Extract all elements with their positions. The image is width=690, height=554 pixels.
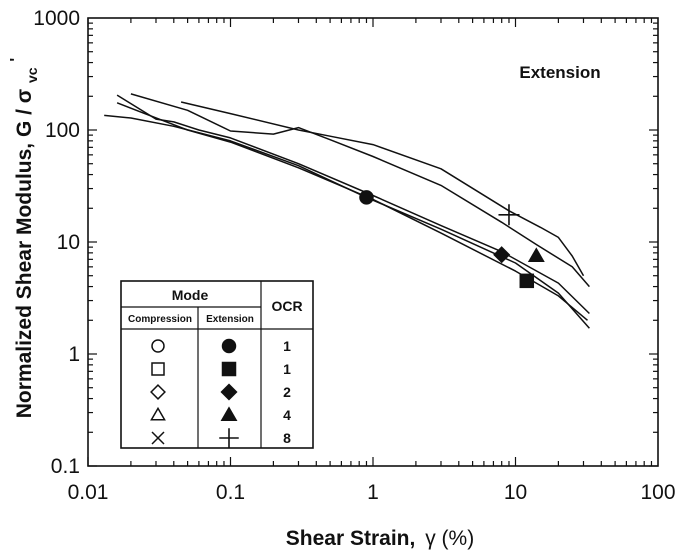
series-marker-filled-triangle xyxy=(527,247,545,262)
legend: Mode Compression Extension OCR 1 1 2 4 8 xyxy=(120,280,314,449)
y-axis-title-sub: vc xyxy=(24,67,40,83)
y-axis-title-sup: ' xyxy=(8,58,25,62)
series-line-filled-triangle xyxy=(130,93,590,288)
legend-ocr-value: 1 xyxy=(283,361,291,377)
series-markers xyxy=(359,190,545,289)
y-tick-label: 0.1 xyxy=(51,455,80,478)
y-tick-label: 10 xyxy=(57,231,80,254)
x-axis-title-text: Shear Strain, xyxy=(286,527,416,550)
annotation-extension: Extension xyxy=(519,63,600,82)
legend-compression-x-cross xyxy=(151,431,165,445)
legend-compression-open-square xyxy=(151,362,165,376)
legend-ocr-header: OCR xyxy=(271,298,302,314)
legend-compression-header: Compression xyxy=(128,314,192,325)
x-tick-labels: 0.01 0.1 1 10 100 xyxy=(68,481,676,504)
x-tick-label: 10 xyxy=(504,481,527,504)
legend-ocr-value: 2 xyxy=(283,384,291,400)
y-axis-title: Normalized Shear Modulus, G / σ vc ' xyxy=(8,58,42,419)
series-lines xyxy=(104,93,590,329)
series-marker-plus xyxy=(498,204,520,226)
series-marker-filled-circle xyxy=(359,190,374,205)
y-tick-labels: 0.1 1 10 100 1000 xyxy=(33,7,80,478)
legend-ocr-value: 1 xyxy=(283,338,291,354)
x-tick-label: 0.1 xyxy=(216,481,245,504)
series-marker-filled-square xyxy=(519,273,535,289)
x-tick-label: 100 xyxy=(640,481,675,504)
series-line-filled-square xyxy=(116,102,588,321)
y-tick-label: 1000 xyxy=(33,7,80,30)
y-tick-marks xyxy=(88,22,658,467)
legend-ocr-value: 8 xyxy=(283,430,291,446)
legend-compression-open-diamond xyxy=(150,384,166,400)
x-axis-title-symbol: γ (%) xyxy=(425,527,474,550)
y-tick-label: 100 xyxy=(45,119,80,142)
legend-extension-filled-triangle xyxy=(220,406,238,421)
legend-extension-filled-circle xyxy=(221,338,237,354)
x-tick-label: 1 xyxy=(367,481,379,504)
series-marker-filled-diamond xyxy=(493,246,511,264)
legend-extension-filled-square xyxy=(221,361,237,377)
x-axis-title: Shear Strain, γ (%) xyxy=(286,527,474,550)
legend-rows: 1 1 2 4 8 xyxy=(150,338,291,448)
legend-extension-filled-diamond xyxy=(220,383,238,401)
legend-extension-plus xyxy=(219,428,239,448)
y-tick-label: 1 xyxy=(68,343,80,366)
legend-ocr-value: 4 xyxy=(283,407,291,423)
legend-compression-open-triangle xyxy=(150,406,166,421)
y-axis-title-text: Normalized Shear Modulus, G / σ xyxy=(13,89,36,418)
legend-mode-header: Mode xyxy=(172,287,209,303)
legend-compression-open-circle xyxy=(151,339,165,353)
legend-extension-header: Extension xyxy=(206,314,254,325)
series-line-filled-diamond xyxy=(116,94,590,315)
x-tick-marks xyxy=(87,18,653,466)
x-tick-label: 0.01 xyxy=(68,481,109,504)
series-line-plus xyxy=(180,101,585,277)
